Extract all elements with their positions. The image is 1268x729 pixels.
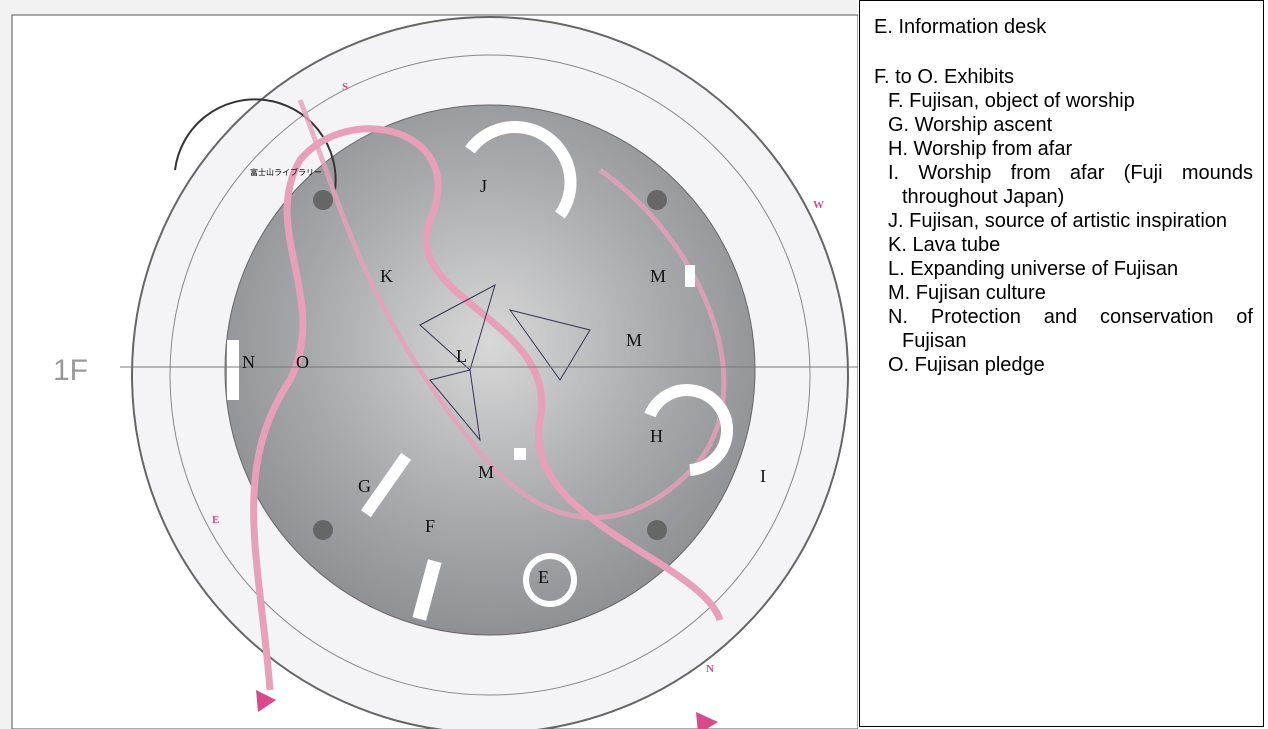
compass-label: E [212,514,219,526]
legend-item: G. Worship ascent [876,113,1253,137]
legend-heading: F. to O. Exhibits [874,65,1253,89]
zone-letter: H [650,426,663,446]
zone-letter: O [296,352,309,372]
legend-info: E. Information desk [874,15,1253,39]
floor-label: 1F [53,354,88,387]
zone-letter: F [425,516,435,536]
zone-letter: M [478,462,494,482]
map-label: 富士山ライブラリー [250,167,322,177]
zone-letter: J [480,176,487,196]
floor-plan: 1F S W N E 富士山ライブラリー J K M M M N O L H G… [0,0,858,729]
zone-letter: M [650,266,666,286]
zone-letter: N [242,352,255,372]
page: 1F S W N E 富士山ライブラリー J K M M M N O L H G… [0,0,1268,729]
legend-item: I. Worship from afar (Fuji mounds throug… [876,161,1253,209]
compass-label: W [813,199,824,211]
compass-label: S [342,81,348,93]
legend-item: O. Fujisan pledge [876,353,1253,377]
zone-letter: L [456,346,467,366]
legend-item: J. Fujisan, source of artistic inspirati… [876,209,1253,233]
zone-letter: E [538,567,549,587]
legend-item: H. Worship from afar [876,137,1253,161]
zone-letter: I [760,466,766,486]
legend-item: K. Lava tube [876,233,1253,257]
legend-item: F. Fujisan, object of worship [876,89,1253,113]
zone-letter: G [358,476,371,496]
legend-item: L. Expanding universe of Fujisan [876,257,1253,281]
compass-label: N [706,663,714,675]
legend-item: M. Fujisan culture [876,281,1253,305]
zone-letter: M [626,330,642,350]
legend-item: N. Protection and conservation of Fujisa… [876,305,1253,353]
legend-panel: E. Information desk F. to O. Exhibits F.… [859,0,1264,727]
zone-letter: K [380,266,393,286]
